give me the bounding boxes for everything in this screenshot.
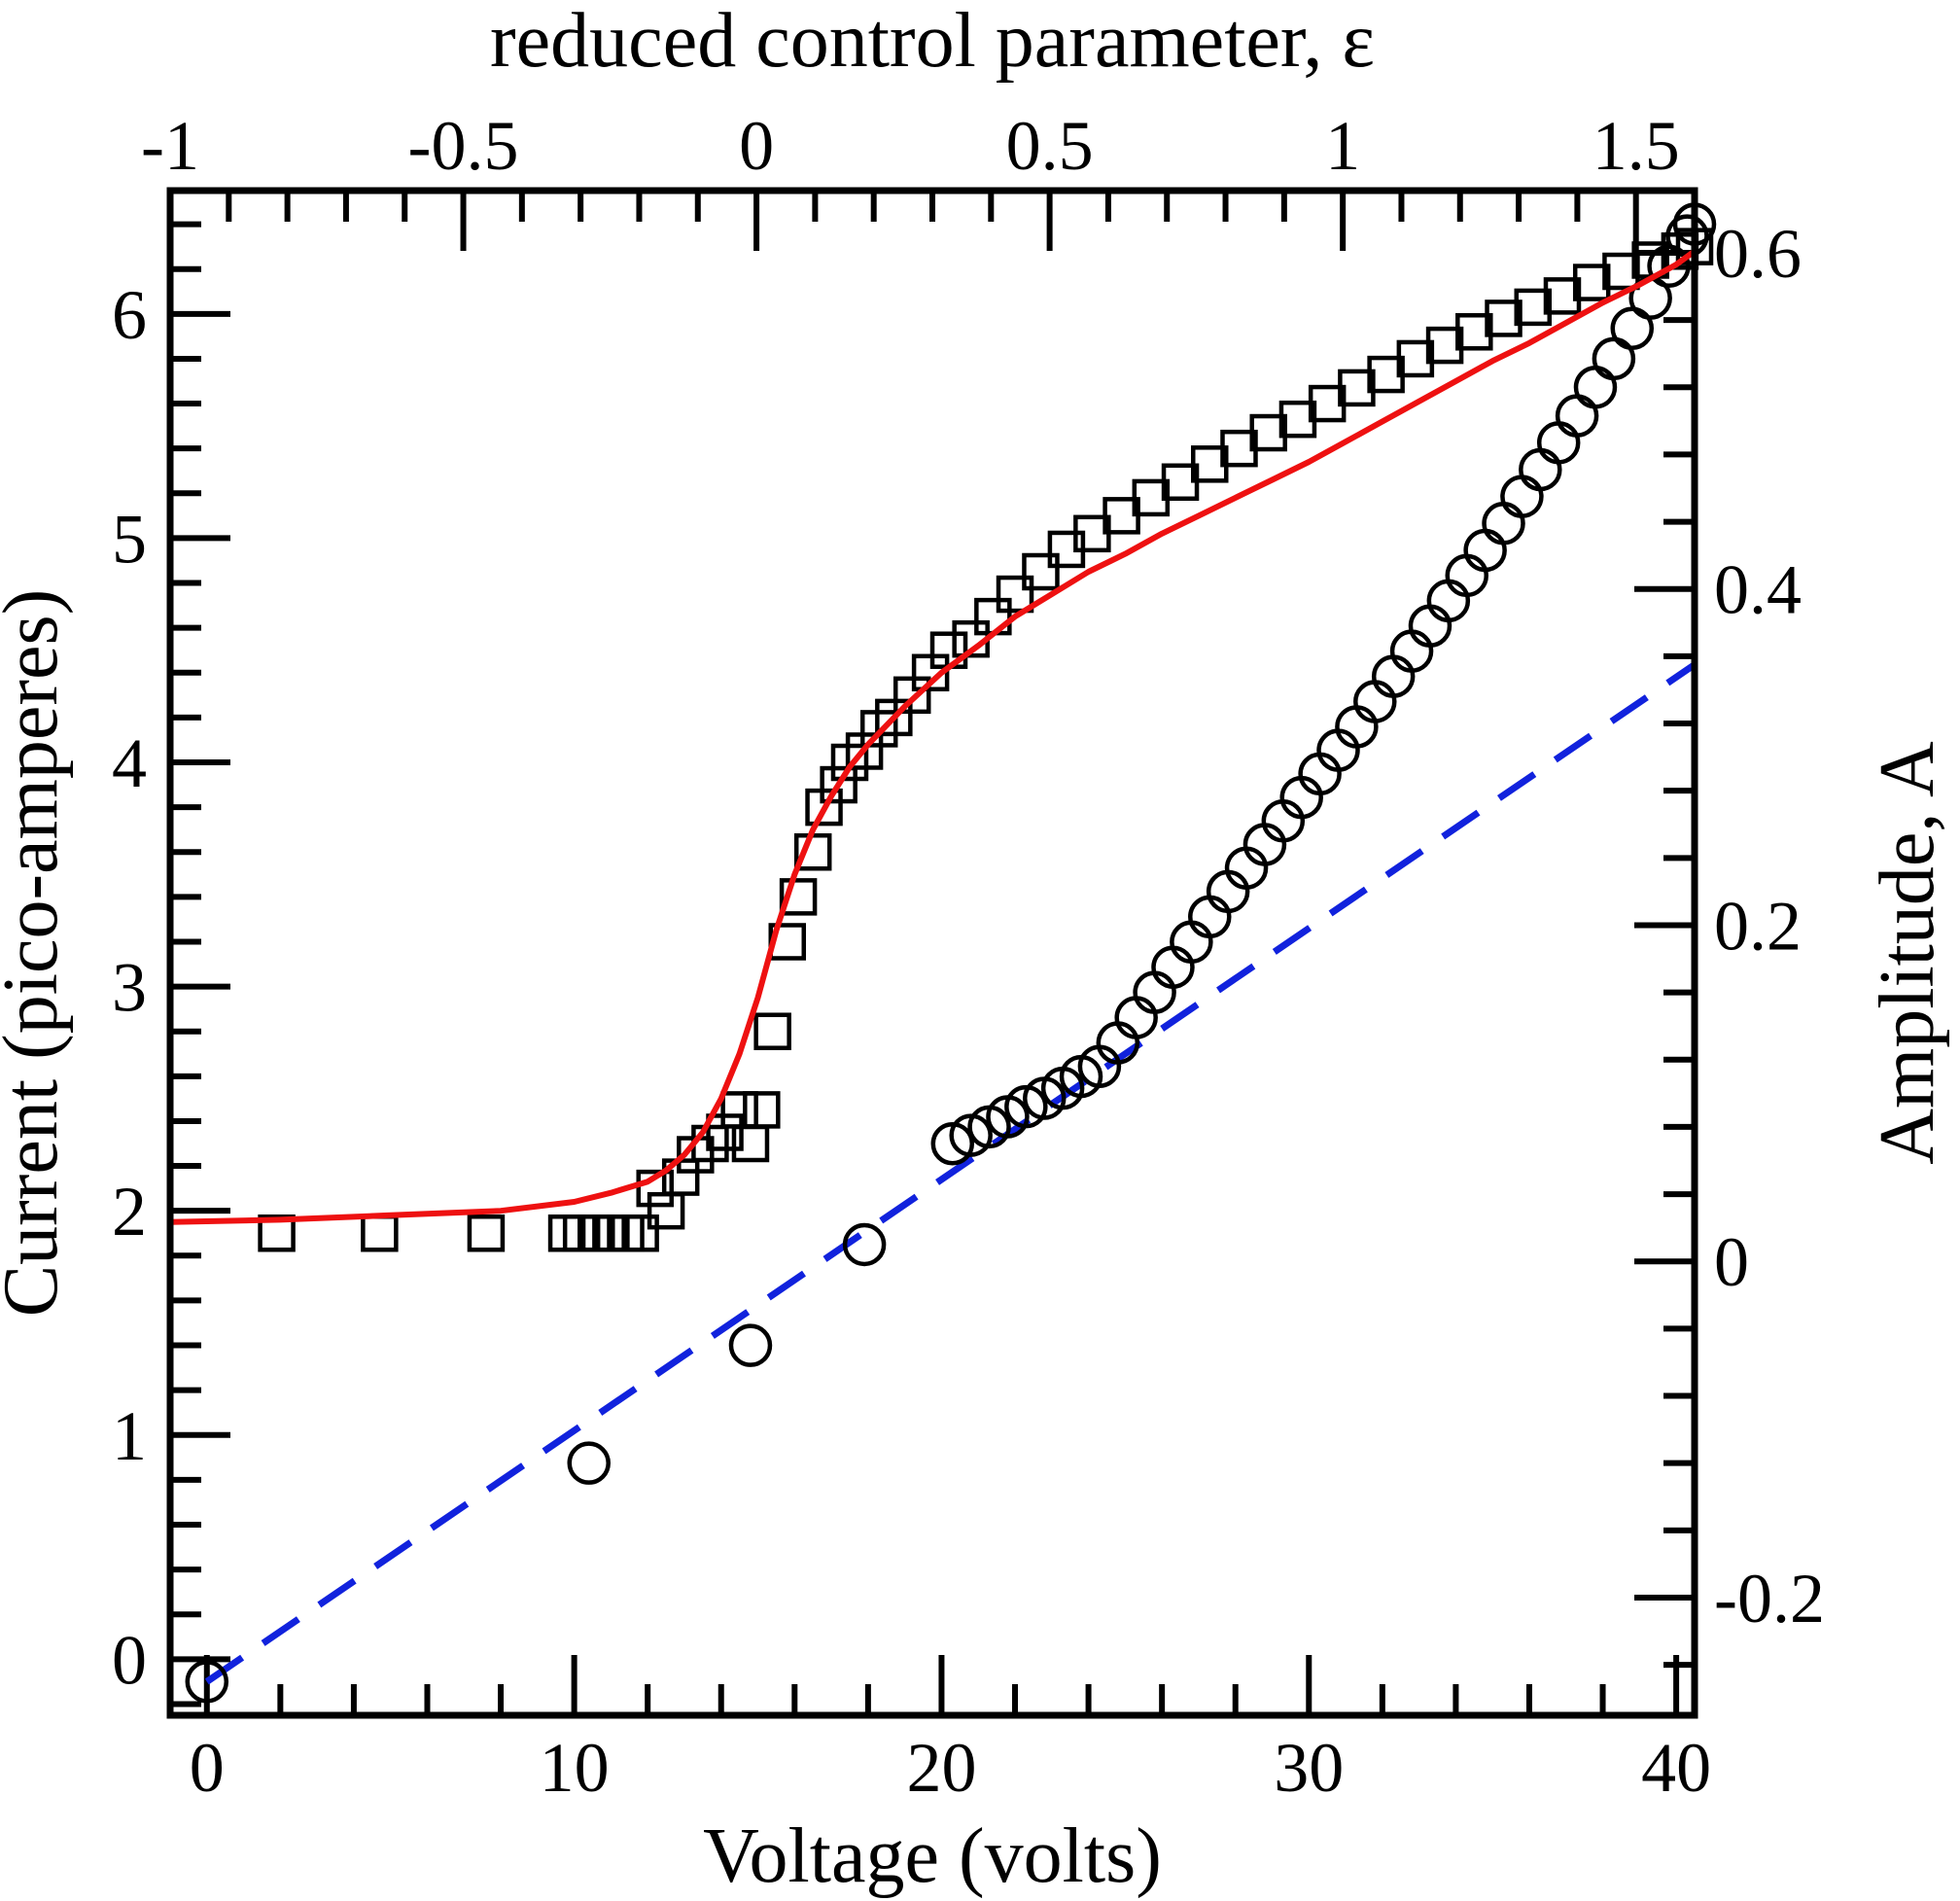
circle-marker [1519, 447, 1562, 492]
square-marker [1022, 552, 1060, 591]
circle-marker [1389, 629, 1434, 673]
circle-marker [1188, 895, 1232, 939]
x-top-tick-label: 1 [1325, 107, 1360, 185]
square-marker [1396, 339, 1435, 378]
square-marker [731, 1124, 770, 1163]
y-right-tick-label: -0.2 [1714, 1560, 1825, 1637]
x-bottom-tick-label: 40 [1641, 1729, 1711, 1807]
circle-marker [1482, 502, 1525, 546]
circle-marker [1555, 394, 1599, 438]
y-left-tick-label: 5 [112, 500, 147, 578]
circle-marker [1133, 970, 1176, 1014]
circle-marker [842, 1222, 887, 1267]
circle-series-layer [185, 202, 1717, 1704]
y-left-tick-label: 2 [112, 1173, 147, 1250]
x-bottom-tick-label: 30 [1274, 1729, 1344, 1807]
left-axis-title: Current (pico-amperes) [0, 589, 74, 1318]
square-marker [1249, 413, 1287, 452]
square-marker [1455, 313, 1493, 351]
tick-labels: 0 10 20 30 40 -1 -0.5 0 0.5 1 1.5 0 1 2 3 4 5 6 -0.2 0 0.2 0.… [112, 107, 1825, 1807]
y-left-tick-label: 0 [112, 1621, 147, 1699]
red-fit-curve [167, 248, 1698, 1225]
square-marker [743, 1091, 781, 1129]
top-axis-title: reduced control parameter, ε [490, 0, 1375, 84]
circle-marker [1445, 553, 1488, 598]
square-marker [1572, 264, 1611, 301]
y-left-tick-label: 4 [112, 724, 147, 802]
y-left-tick-label: 1 [112, 1397, 147, 1475]
square-marker [1514, 288, 1553, 327]
square-marker [820, 765, 858, 804]
circle-marker [185, 1660, 229, 1704]
circle-marker [1114, 996, 1158, 1039]
circle-marker [1371, 654, 1416, 698]
plot-frame [166, 187, 1698, 1719]
y-right-tick-label: 0.4 [1714, 551, 1802, 629]
circle-marker [1500, 475, 1544, 518]
y-right-tick-label: 0.2 [1714, 887, 1802, 965]
square-series-layer [258, 228, 1714, 1252]
circle-marker [1151, 945, 1195, 989]
y-right-tick-label: 0.6 [1714, 215, 1802, 293]
square-marker [1485, 299, 1522, 337]
square-marker [996, 575, 1034, 614]
circle-marker [1170, 920, 1213, 965]
x-top-tick-label: 0 [739, 107, 774, 185]
circle-marker [728, 1323, 773, 1367]
x-top-tick-label: -0.5 [408, 107, 519, 185]
circle-marker [567, 1441, 611, 1485]
circle-marker [1408, 604, 1452, 649]
x-bottom-tick-label: 20 [906, 1729, 976, 1807]
dashed-fit-line [204, 661, 1697, 1685]
square-marker [1425, 326, 1464, 365]
square-marker [258, 1214, 296, 1252]
square-marker [647, 1191, 685, 1230]
y-right-tick-label: 0 [1714, 1223, 1749, 1301]
right-axis-title: Amplitude, A [1865, 741, 1950, 1165]
square-marker [467, 1214, 506, 1252]
square-marker [1602, 252, 1640, 291]
x-top-tick-label: 1.5 [1592, 107, 1680, 185]
square-marker [621, 1214, 659, 1252]
square-marker [1543, 277, 1582, 315]
circle-marker [1573, 366, 1618, 409]
y-left-tick-label: 6 [112, 276, 147, 354]
square-marker [636, 1169, 674, 1208]
circle-marker [1463, 528, 1507, 573]
y-left-tick-label: 3 [112, 949, 147, 1027]
axis-ticks [167, 191, 1698, 1715]
circle-marker [1536, 421, 1581, 465]
square-marker [361, 1214, 399, 1252]
x-top-tick-label: 0.5 [1006, 107, 1094, 185]
square-marker [1338, 369, 1376, 407]
circle-marker [1426, 579, 1471, 623]
dashed-fit-line-layer [204, 661, 1697, 1685]
square-marker [753, 1012, 791, 1050]
circle-marker [1353, 680, 1397, 723]
red-fit-line-layer [167, 248, 1698, 1225]
square-marker [779, 878, 818, 916]
x-bottom-tick-label: 0 [190, 1729, 225, 1807]
x-top-tick-label: -1 [141, 107, 199, 185]
x-bottom-tick-label: 10 [540, 1729, 610, 1807]
bottom-axis-title: Voltage (volts) [703, 1813, 1162, 1899]
